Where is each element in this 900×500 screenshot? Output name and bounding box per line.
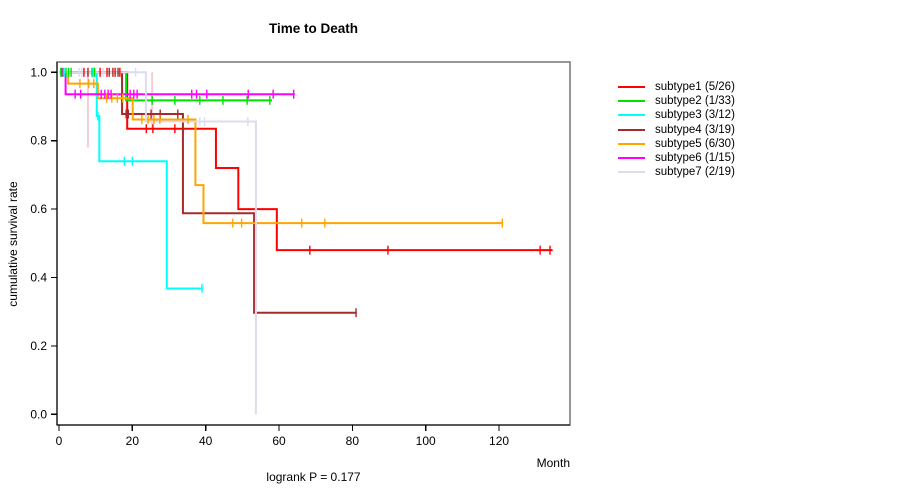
y-tick-label: 0.6: [30, 202, 47, 216]
legend-item-subtype5: subtype5 (6/30): [618, 137, 735, 151]
x-tick-label: 20: [126, 434, 140, 448]
legend-label-subtype6: subtype6 (1/15): [655, 152, 735, 165]
legend-item-subtype6: subtype6 (1/15): [618, 151, 735, 165]
legend-label-subtype5: subtype5 (6/30): [655, 137, 735, 150]
y-tick-label: 0.2: [30, 339, 47, 353]
y-tick-label: 0.4: [30, 271, 47, 285]
x-tick-label: 60: [272, 434, 286, 448]
x-tick-label: 0: [56, 434, 63, 448]
legend-label-subtype3: subtype3 (3/12): [655, 109, 735, 122]
y-tick-label: 0.8: [30, 134, 47, 148]
y-tick-label: 0.0: [30, 407, 47, 421]
legend: subtype1 (5/26) subtype2 (1/33) subtype3 (…: [618, 80, 735, 179]
curve-subtype2: [59, 71, 273, 102]
legend-swatch-subtype1: [618, 86, 645, 89]
plot-frame: [56, 61, 571, 426]
legend-swatch-subtype2: [618, 100, 645, 103]
legend-label-subtype7: subtype7 (2/19): [655, 166, 735, 179]
legend-label-subtype1: subtype1 (5/26): [655, 81, 735, 94]
logrank-annotation: logrank P = 0.177: [266, 470, 361, 484]
x-axis-label: Month: [536, 456, 570, 470]
legend-swatch-subtype5: [618, 142, 645, 145]
legend-label-subtype2: subtype2 (1/33): [655, 95, 735, 108]
legend-item-subtype7: subtype7 (2/19): [618, 165, 735, 179]
legend-swatch-subtype7: [618, 171, 645, 174]
legend-item-subtype3: subtype3 (3/12): [618, 108, 735, 122]
legend-swatch-subtype6: [618, 157, 645, 160]
x-tick-label: 120: [489, 434, 509, 448]
legend-swatch-subtype4: [618, 128, 645, 131]
x-tick-label: 80: [346, 434, 360, 448]
legend-item-subtype1: subtype1 (5/26): [618, 80, 735, 94]
curve-subtype5: [59, 71, 504, 225]
y-axis-label: cumulative survival rate: [6, 181, 20, 307]
y-tick-label: 1.0: [30, 65, 47, 79]
legend-label-subtype4: subtype4 (3/19): [655, 123, 735, 136]
legend-item-subtype4: subtype4 (3/19): [618, 123, 735, 137]
x-tick-label: 40: [199, 434, 213, 448]
legend-swatch-subtype3: [618, 114, 645, 117]
legend-item-subtype2: subtype2 (1/33): [618, 94, 735, 108]
chart-title: Time to Death: [268, 21, 358, 36]
curve-subtype3: [59, 71, 203, 290]
x-tick-label: 100: [416, 434, 436, 448]
curve-subtype4: [59, 71, 357, 314]
curve-subtype7: [59, 71, 257, 415]
